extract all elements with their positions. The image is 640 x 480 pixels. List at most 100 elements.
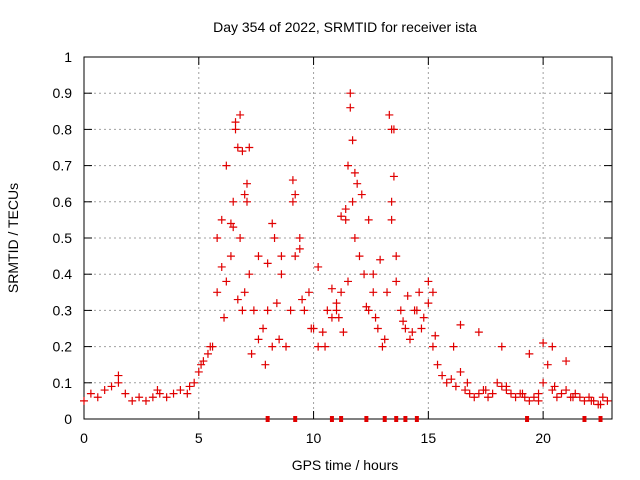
data-point — [378, 342, 387, 351]
y-tick-label: 0 — [64, 411, 72, 427]
x-tick-label: 20 — [535, 430, 551, 446]
data-point — [488, 389, 497, 398]
data-point — [568, 393, 577, 402]
data-point — [364, 215, 373, 224]
data-point — [229, 197, 238, 206]
data-point — [596, 400, 605, 409]
data-point — [203, 349, 212, 358]
data-point — [575, 393, 584, 402]
data-point — [236, 234, 245, 242]
data-point — [86, 389, 95, 398]
y-tick-label: 0.3 — [53, 302, 73, 318]
data-point — [286, 306, 295, 315]
data-point — [396, 306, 405, 315]
data-point — [114, 378, 123, 387]
data-point — [190, 378, 199, 387]
data-point — [525, 396, 534, 405]
data-point — [408, 328, 417, 337]
y-tick-label: 0.7 — [53, 158, 73, 174]
y-tick-label: 0.4 — [53, 266, 73, 282]
data-point — [403, 291, 412, 300]
zero-marker — [394, 416, 399, 422]
data-point — [321, 342, 330, 351]
data-point — [415, 288, 424, 297]
data-point — [291, 252, 300, 261]
data-point — [339, 328, 348, 337]
data-point — [405, 335, 414, 344]
data-point — [380, 335, 389, 344]
data-point — [231, 125, 240, 134]
data-point — [148, 393, 157, 402]
data-point — [442, 378, 451, 387]
data-point — [261, 360, 270, 369]
data-point — [272, 299, 281, 308]
data-point — [428, 342, 437, 351]
y-tick-label: 0.8 — [53, 121, 73, 137]
data-point — [497, 342, 506, 351]
data-point — [327, 284, 336, 293]
data-point — [580, 396, 589, 405]
data-point — [412, 306, 421, 315]
data-point — [493, 378, 502, 387]
data-point — [162, 393, 171, 402]
data-point — [229, 223, 238, 232]
data-point — [341, 215, 350, 224]
data-point — [387, 197, 396, 206]
zero-marker — [364, 416, 369, 422]
data-point — [249, 306, 258, 315]
data-point — [456, 320, 465, 329]
data-point — [282, 342, 291, 351]
data-point — [598, 393, 607, 402]
data-point — [341, 205, 350, 214]
y-tick-label: 0.1 — [53, 375, 73, 391]
data-point — [240, 190, 249, 199]
data-point — [511, 393, 520, 402]
zero-marker — [293, 416, 298, 422]
data-point — [428, 288, 437, 297]
data-point — [304, 288, 313, 297]
data-point — [245, 143, 254, 152]
data-point — [176, 386, 185, 395]
data-point — [357, 190, 366, 199]
y-axis-label: SRMTID / TECUs — [5, 183, 21, 293]
data-point — [385, 110, 394, 119]
data-point — [233, 295, 242, 304]
data-point — [298, 295, 307, 304]
data-point — [245, 270, 254, 279]
data-point — [539, 338, 548, 347]
data-point — [236, 110, 245, 119]
data-point — [550, 382, 559, 391]
data-point — [100, 386, 109, 395]
data-point — [169, 389, 178, 398]
data-point — [360, 270, 369, 279]
data-point — [318, 328, 327, 337]
data-point — [334, 313, 343, 322]
data-point — [562, 357, 571, 366]
data-point — [502, 382, 511, 391]
data-point — [213, 288, 222, 297]
data-point — [259, 324, 268, 333]
data-point — [238, 306, 247, 315]
plot-frame — [83, 56, 613, 420]
zero-marker — [265, 416, 270, 422]
data-point — [332, 299, 341, 308]
data-point — [254, 335, 263, 344]
data-point — [247, 349, 256, 358]
data-point — [401, 324, 410, 333]
y-tick-label: 0.9 — [53, 85, 73, 101]
data-point — [220, 313, 229, 322]
zero-marker — [414, 416, 419, 422]
data-point — [399, 317, 408, 326]
data-point — [231, 118, 240, 127]
data-point — [539, 378, 548, 387]
data-point — [369, 270, 378, 279]
data-point — [295, 234, 304, 242]
data-point — [465, 389, 474, 398]
data-point — [481, 386, 490, 395]
data-point — [337, 212, 346, 221]
data-point — [392, 252, 401, 261]
data-point — [80, 396, 88, 405]
gridlines — [84, 57, 612, 419]
data-point — [387, 125, 396, 134]
